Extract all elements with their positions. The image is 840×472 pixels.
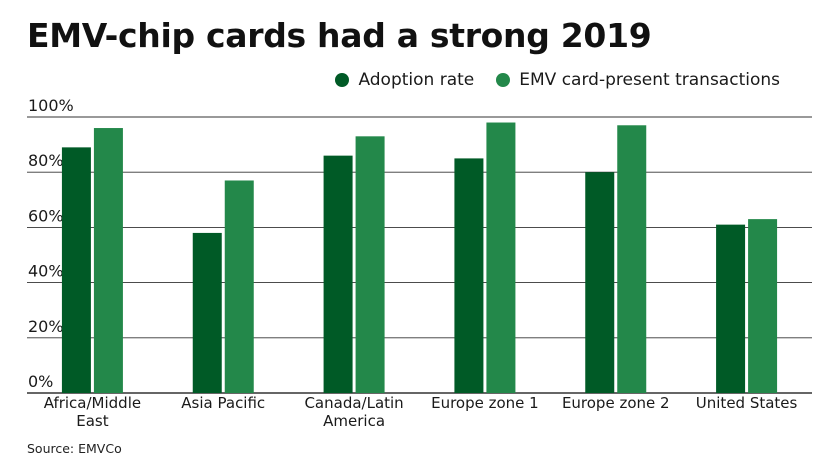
y-tick-label-100: 100% [28,96,74,115]
x-tick-label-line: Canada/Latin [304,394,403,412]
x-tick-label-line: United States [696,394,798,412]
legend-label-transactions: EMV card-present transactions [519,70,780,90]
y-tick-label-60: 60% [28,206,64,225]
legend: Adoption rate EMV card-present transacti… [335,70,780,90]
legend-swatch-transactions [496,73,511,87]
x-tick-label-0: Africa/Middle East [44,394,141,430]
x-tick-label-line: Europe zone 1 [431,394,539,412]
legend-label-adoption: Adoption rate [358,70,475,90]
source-note: Source: EMVCo [27,441,122,456]
bar-adoption-2 [323,155,353,393]
bar-adoption-5 [716,224,746,393]
bar-transactions-3 [486,122,516,394]
y-tick-label-80: 80% [28,151,64,170]
x-tick-label-line: Europe zone 2 [562,394,670,412]
bar-adoption-4 [585,172,615,393]
bar-transactions-4 [617,125,647,393]
x-tick-label-line: America [323,412,385,430]
bar-transactions-2 [355,136,385,393]
x-tick-label-1: Asia Pacific [181,394,265,412]
chart-title: EMV-chip cards had a strong 2019 [27,16,652,55]
legend-item-adoption: Adoption rate [335,70,474,90]
legend-item-transactions: EMV card-present transactions [496,70,780,90]
bar-transactions-0 [93,128,123,394]
bar-adoption-0 [61,147,91,393]
x-tick-label-line: East [76,412,108,430]
bar-transactions-1 [224,180,254,393]
legend-swatch-adoption [335,73,350,87]
x-tick-label-2: Canada/Latin America [304,394,403,430]
x-tick-label-3: Europe zone 1 [431,394,539,412]
x-tick-label-line: Asia Pacific [181,394,265,412]
y-tick-label-40: 40% [28,262,64,281]
y-tick-label-0: 0% [28,372,53,391]
bar-adoption-3 [454,158,484,393]
x-tick-label-4: Europe zone 2 [562,394,670,412]
x-tick-label-5: United States [696,394,798,412]
x-tick-label-line: Africa/Middle [44,394,141,412]
bar-adoption-1 [192,232,222,393]
bar-transactions-5 [748,219,778,393]
y-tick-label-20: 20% [28,317,64,336]
